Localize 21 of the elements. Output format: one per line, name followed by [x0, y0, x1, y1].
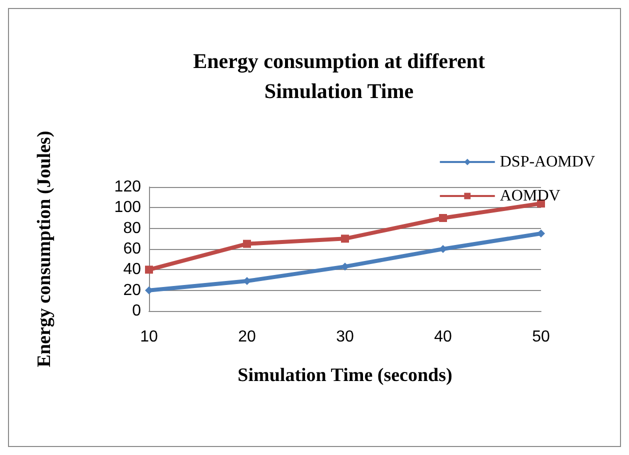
y-axis-title: Energy consumption (Joules): [34, 130, 55, 368]
legend-label: AOMDV: [500, 188, 561, 204]
point: [341, 234, 349, 243]
y-tick-label: 100: [114, 199, 142, 216]
x-axis-title: Simulation Time (seconds): [238, 365, 452, 386]
y-tick-label: 20: [123, 282, 142, 299]
legend-label: DSP-AOMDV: [500, 154, 596, 170]
point: [243, 240, 251, 248]
y-tick-label: 60: [123, 240, 142, 258]
x-tick-label: 20: [238, 328, 256, 346]
x-tick-label: 40: [434, 328, 452, 346]
point: [145, 266, 153, 274]
x-tick-label: 50: [532, 328, 550, 346]
y-tick-label: 0: [132, 302, 142, 320]
chart-title: Energy consumption at different Simulation Time: [193, 49, 485, 103]
point: [439, 214, 447, 222]
y-tick-label: 80: [123, 220, 142, 237]
x-tick-label: 10: [140, 328, 158, 346]
y-tick-label: 120: [114, 178, 142, 196]
x-tick-label: 30: [336, 328, 354, 346]
y-tick-label: 40: [123, 261, 142, 278]
